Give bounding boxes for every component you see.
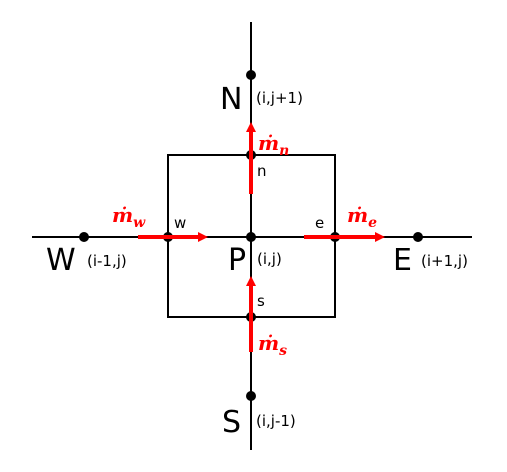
face-n-label: n	[257, 162, 267, 180]
node-E-dot	[413, 232, 423, 242]
node-P-dot	[246, 232, 256, 242]
node-N-index: (i,j+1)	[256, 89, 303, 107]
flux-w-label: ṁw	[112, 203, 146, 231]
node-P-label: P	[228, 243, 246, 278]
node-S-index: (i,j-1)	[256, 412, 296, 430]
node-N-dot	[246, 70, 256, 80]
face-e-label: e	[315, 214, 324, 232]
flux-e-label: ṁe	[347, 203, 377, 231]
node-S-dot	[246, 391, 256, 401]
node-P-index: (i,j)	[257, 250, 282, 268]
face-w-label: w	[174, 214, 186, 232]
flux-s-label: ṁs	[258, 331, 287, 359]
node-E-index: (i+1,j)	[421, 252, 468, 270]
node-N-label: N	[220, 82, 242, 117]
node-W-index: (i-1,j)	[87, 252, 127, 270]
node-S-label: S	[222, 405, 241, 440]
face-s-label: s	[257, 292, 265, 310]
node-W-label: W	[46, 243, 76, 278]
node-W-dot	[79, 232, 89, 242]
flux-n-label: ṁn	[258, 131, 289, 159]
node-E-label: E	[393, 243, 412, 278]
